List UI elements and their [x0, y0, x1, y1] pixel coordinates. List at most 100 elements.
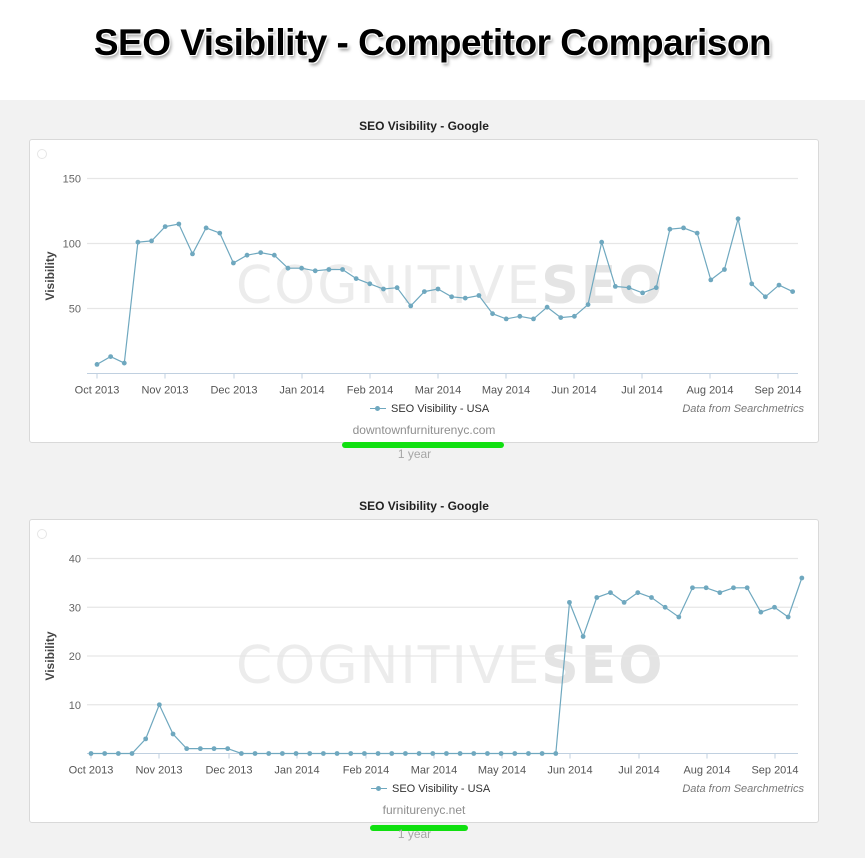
- data-point[interactable]: [184, 746, 190, 752]
- data-point[interactable]: [471, 751, 477, 756]
- data-point[interactable]: [252, 751, 258, 756]
- data-point[interactable]: [299, 265, 304, 271]
- data-point[interactable]: [649, 595, 654, 600]
- data-point[interactable]: [653, 285, 659, 291]
- data-point[interactable]: [94, 362, 100, 367]
- data-point[interactable]: [485, 751, 490, 756]
- data-point[interactable]: [285, 265, 291, 271]
- data-point[interactable]: [293, 751, 299, 756]
- data-point[interactable]: [203, 225, 209, 231]
- data-point[interactable]: [421, 289, 427, 294]
- data-point[interactable]: [258, 250, 264, 255]
- data-point[interactable]: [635, 590, 641, 596]
- data-point[interactable]: [498, 751, 504, 756]
- data-point[interactable]: [585, 302, 591, 307]
- data-point[interactable]: [539, 751, 545, 756]
- data-point[interactable]: [544, 304, 550, 310]
- data-point[interactable]: [340, 267, 345, 272]
- data-point[interactable]: [430, 751, 436, 756]
- data-point[interactable]: [394, 285, 400, 291]
- data-point[interactable]: [129, 751, 135, 756]
- data-point[interactable]: [279, 751, 285, 756]
- data-point[interactable]: [694, 230, 700, 236]
- data-point[interactable]: [389, 751, 395, 756]
- credits-link[interactable]: Data from Searchmetrics: [682, 403, 804, 415]
- legend-item[interactable]: SEO Visibility - USA: [370, 403, 489, 415]
- data-point[interactable]: [703, 585, 709, 591]
- data-point[interactable]: [211, 746, 217, 752]
- data-point[interactable]: [517, 313, 523, 319]
- data-point[interactable]: [526, 751, 531, 756]
- data-point[interactable]: [676, 614, 682, 620]
- data-point[interactable]: [790, 289, 796, 294]
- data-point[interactable]: [266, 751, 272, 756]
- data-point[interactable]: [476, 293, 482, 298]
- data-point[interactable]: [717, 590, 723, 596]
- data-point[interactable]: [403, 751, 408, 756]
- data-point[interactable]: [367, 281, 373, 287]
- data-point[interactable]: [531, 316, 536, 322]
- data-point[interactable]: [156, 702, 162, 708]
- data-point[interactable]: [512, 751, 518, 756]
- data-point[interactable]: [662, 604, 668, 610]
- data-point[interactable]: [626, 285, 632, 291]
- data-point[interactable]: [416, 751, 422, 756]
- data-point[interactable]: [772, 604, 777, 610]
- data-point[interactable]: [744, 585, 750, 591]
- data-point[interactable]: [435, 286, 441, 292]
- data-point[interactable]: [457, 751, 463, 756]
- data-point[interactable]: [244, 252, 250, 258]
- data-point[interactable]: [731, 585, 736, 591]
- data-point[interactable]: [749, 281, 755, 287]
- data-point[interactable]: [408, 303, 414, 309]
- data-point[interactable]: [776, 282, 782, 288]
- data-point[interactable]: [708, 277, 714, 283]
- data-point[interactable]: [572, 313, 577, 319]
- data-point[interactable]: [558, 315, 564, 320]
- data-point[interactable]: [108, 354, 114, 359]
- data-point[interactable]: [143, 736, 149, 742]
- chart-select-radio[interactable]: [37, 149, 47, 159]
- data-point[interactable]: [722, 267, 727, 272]
- data-point[interactable]: [88, 751, 94, 756]
- data-point[interactable]: [381, 286, 386, 292]
- data-point[interactable]: [444, 751, 449, 756]
- data-point[interactable]: [149, 238, 154, 244]
- data-point[interactable]: [785, 614, 791, 620]
- data-point[interactable]: [238, 751, 244, 756]
- credits-link[interactable]: Data from Searchmetrics: [682, 783, 804, 795]
- data-point[interactable]: [735, 216, 741, 222]
- data-point[interactable]: [462, 295, 468, 301]
- data-point[interactable]: [594, 595, 600, 600]
- data-point[interactable]: [503, 316, 509, 322]
- data-point[interactable]: [115, 751, 121, 756]
- data-point[interactable]: [353, 276, 359, 281]
- data-point[interactable]: [799, 575, 805, 581]
- chart-select-radio[interactable]: [37, 529, 47, 539]
- data-point[interactable]: [580, 634, 586, 639]
- data-point[interactable]: [490, 311, 495, 317]
- data-point[interactable]: [362, 751, 367, 756]
- data-point[interactable]: [553, 751, 559, 756]
- data-point[interactable]: [690, 585, 695, 591]
- data-point[interactable]: [375, 751, 381, 756]
- data-point[interactable]: [762, 294, 768, 300]
- data-point[interactable]: [102, 751, 108, 756]
- data-point[interactable]: [320, 751, 326, 756]
- data-point[interactable]: [640, 290, 645, 296]
- data-point[interactable]: [758, 609, 764, 615]
- data-point[interactable]: [608, 590, 613, 596]
- data-point[interactable]: [225, 746, 231, 752]
- data-point[interactable]: [121, 360, 127, 366]
- data-point[interactable]: [681, 225, 686, 231]
- data-point[interactable]: [231, 260, 236, 266]
- data-point[interactable]: [348, 751, 354, 756]
- legend-item[interactable]: SEO Visibility - USA: [371, 783, 490, 795]
- data-point[interactable]: [621, 599, 627, 605]
- data-point[interactable]: [197, 746, 203, 752]
- data-point[interactable]: [326, 267, 332, 272]
- data-point[interactable]: [599, 239, 605, 245]
- data-point[interactable]: [170, 731, 176, 737]
- data-point[interactable]: [217, 230, 223, 236]
- data-point[interactable]: [667, 226, 673, 232]
